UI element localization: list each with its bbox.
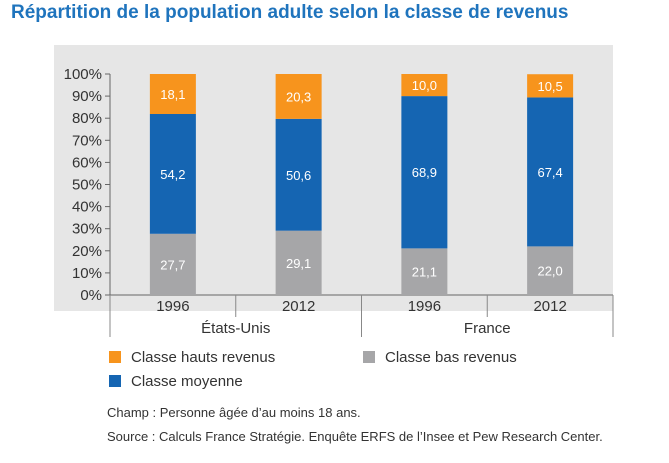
y-tick-label: 0% — [80, 287, 102, 304]
note-champ: Champ : Personne âgée d’au moins 18 ans. — [107, 405, 361, 420]
x-tick-label: 2012 — [282, 298, 315, 315]
chart-title: Répartition de la population adulte selo… — [11, 2, 569, 23]
y-tick-label: 40% — [72, 199, 102, 216]
data-label: 20,3 — [286, 89, 311, 104]
legend-item-bas-revenus: Classe bas revenus — [363, 349, 517, 366]
y-tick-label: 70% — [72, 132, 102, 149]
note-source: Source : Calculs France Stratégie. Enquê… — [107, 429, 603, 444]
bar-segment — [149, 74, 196, 115]
y-tick-label: 90% — [72, 88, 102, 105]
bar-segment — [149, 233, 196, 295]
legend-item-moyenne: Classe moyenne — [109, 373, 243, 390]
x-tick-label: 2012 — [533, 298, 566, 315]
bar-segment — [149, 114, 196, 234]
bar-segment — [401, 248, 448, 295]
data-label: 10,0 — [412, 78, 437, 93]
legend-label-bas-revenus: Classe bas revenus — [385, 349, 517, 366]
bar-segment — [401, 96, 448, 249]
data-label: 68,9 — [412, 165, 437, 180]
y-tick-label: 60% — [72, 154, 102, 171]
bar-segment — [527, 246, 574, 295]
group-label: France — [464, 320, 511, 337]
legend-label-moyenne: Classe moyenne — [131, 373, 243, 390]
x-tick-label: 1996 — [156, 298, 189, 315]
data-label: 10,5 — [537, 79, 562, 94]
data-label: 18,1 — [160, 87, 185, 102]
bar-segment — [401, 74, 448, 97]
y-tick-label: 30% — [72, 221, 102, 238]
bar-segment — [275, 74, 322, 119]
bar-segment — [275, 230, 322, 295]
legend-item-hauts-revenus: Classe hauts revenus — [109, 349, 275, 366]
data-label: 29,1 — [286, 256, 311, 271]
legend-swatch-bas-revenus — [363, 351, 375, 363]
y-tick-label: 20% — [72, 243, 102, 260]
bar-segment — [527, 97, 574, 247]
bar-segment — [527, 74, 574, 98]
data-label: 21,1 — [412, 265, 437, 280]
legend-label-hauts-revenus: Classe hauts revenus — [131, 349, 276, 366]
group-label: États-Unis — [201, 320, 270, 337]
x-tick-label: 1996 — [408, 298, 441, 315]
y-tick-label: 100% — [64, 66, 102, 83]
y-tick-label: 80% — [72, 110, 102, 127]
y-tick-label: 50% — [72, 177, 102, 194]
data-label: 27,7 — [160, 257, 185, 272]
bar-segment — [275, 118, 322, 231]
chart-background — [54, 45, 613, 311]
data-label: 54,2 — [160, 167, 185, 182]
data-label: 67,4 — [537, 165, 562, 180]
y-tick-label: 10% — [72, 265, 102, 282]
legend-swatch-moyenne — [109, 375, 121, 387]
legend-swatch-hauts-revenus — [109, 351, 121, 363]
data-label: 50,6 — [286, 168, 311, 183]
data-label: 22,0 — [537, 264, 562, 279]
